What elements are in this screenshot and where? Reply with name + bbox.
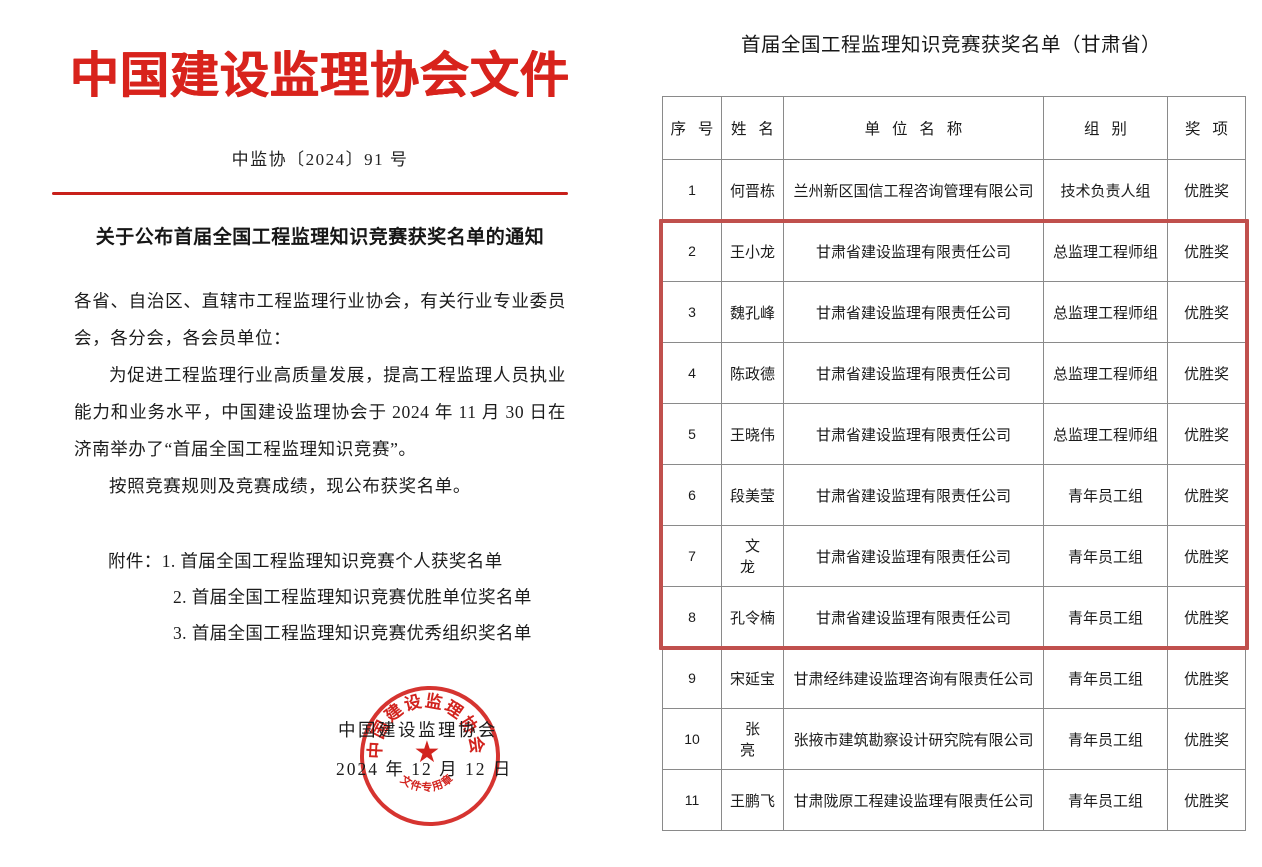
table-row: 6 段美莹 甘肃省建设监理有限责任公司 青年员工组 优胜奖 <box>662 464 1246 526</box>
column-header-name: 姓 名 <box>721 96 784 160</box>
cell-award: 优胜奖 <box>1167 342 1246 404</box>
cell-index: 6 <box>662 464 722 526</box>
award-table-body: 1 何晋栋 兰州新区国信工程咨询管理有限公司 技术负责人组 优胜奖 2 王小龙 甘肃省建设监理… <box>662 159 1246 831</box>
cell-org: 甘肃经纬建设监理咨询有限责任公司 <box>783 647 1044 709</box>
column-header-group: 组 别 <box>1043 96 1168 160</box>
cell-award: 优胜奖 <box>1167 403 1246 465</box>
cell-org: 甘肃省建设监理有限责任公司 <box>783 464 1044 526</box>
award-table-title: 首届全国工程监理知识竞赛获奖名单（甘肃省） <box>740 35 1161 56</box>
table-row: 7 文龙 甘肃省建设监理有限责任公司 青年员工组 优胜奖 <box>662 525 1246 587</box>
cell-award: 优胜奖 <box>1167 708 1246 770</box>
cell-group: 青年员工组 <box>1043 769 1168 831</box>
cell-index: 5 <box>662 403 722 465</box>
table-row: 1 何晋栋 兰州新区国信工程咨询管理有限公司 技术负责人组 优胜奖 <box>662 159 1246 221</box>
cell-index: 10 <box>662 708 722 770</box>
table-row: 10 张亮 张掖市建筑勘察设计研究院有限公司 青年员工组 优胜奖 <box>662 708 1246 770</box>
cell-index: 8 <box>662 586 722 648</box>
cell-index: 2 <box>662 220 722 282</box>
award-table: 序 号 姓 名 单 位 名 称 组 别 奖 项 1 何晋栋 兰州新区国信工程咨询管理… <box>662 96 1246 831</box>
cell-org: 甘肃省建设监理有限责任公司 <box>783 586 1044 648</box>
cell-group: 青年员工组 <box>1043 525 1168 587</box>
attachment-item-3: 3. 首届全国工程监理知识竞赛优秀组织奖名单 <box>173 623 532 643</box>
document-number: 中监协〔2024〕91 号 <box>231 150 409 169</box>
cell-org: 甘肃省建设监理有限责任公司 <box>783 342 1044 404</box>
table-header-row: 序 号 姓 名 单 位 名 称 组 别 奖 项 <box>662 96 1246 160</box>
table-row: 3 魏孔峰 甘肃省建设监理有限责任公司 总监理工程师组 优胜奖 <box>662 281 1246 343</box>
table-row: 8 孔令楠 甘肃省建设监理有限责任公司 青年员工组 优胜奖 <box>662 586 1246 648</box>
cell-org: 兰州新区国信工程咨询管理有限公司 <box>783 159 1044 221</box>
cell-org: 甘肃省建设监理有限责任公司 <box>783 220 1044 282</box>
cell-group: 总监理工程师组 <box>1043 403 1168 465</box>
cell-name: 文龙 <box>721 525 784 587</box>
table-row: 9 宋延宝 甘肃经纬建设监理咨询有限责任公司 青年员工组 优胜奖 <box>662 647 1246 709</box>
notice-paragraph-background: 为促进工程监理行业高质量发展，提高工程监理人员执业能力和业务水平，中国建设监理协… <box>74 365 566 459</box>
cell-award: 优胜奖 <box>1167 159 1246 221</box>
cell-group: 总监理工程师组 <box>1043 281 1168 343</box>
cell-org: 甘肃省建设监理有限责任公司 <box>783 403 1044 465</box>
cell-org: 甘肃省建设监理有限责任公司 <box>783 525 1044 587</box>
cell-award: 优胜奖 <box>1167 769 1246 831</box>
red-divider-line <box>52 192 568 195</box>
seal-star-icon: ★ <box>413 736 441 769</box>
cell-name: 王小龙 <box>721 220 784 282</box>
cell-group: 技术负责人组 <box>1043 159 1168 221</box>
notice-paragraph-announcement: 按照竞赛规则及竞赛成绩，现公布获奖名单。 <box>109 476 471 496</box>
cell-name: 魏孔峰 <box>721 281 784 343</box>
cell-name: 何晋栋 <box>721 159 784 221</box>
notice-title: 关于公布首届全国工程监理知识竞赛获奖名单的通知 <box>95 227 545 248</box>
table-row: 5 王晓伟 甘肃省建设监理有限责任公司 总监理工程师组 优胜奖 <box>662 403 1246 465</box>
cell-group: 青年员工组 <box>1043 647 1168 709</box>
signature-date: 2024 年 12 月 12 日 <box>336 759 513 779</box>
cell-award: 优胜奖 <box>1167 525 1246 587</box>
cell-award: 优胜奖 <box>1167 220 1246 282</box>
seal-arc-text: 中国建设监理协会 文件专用章 <box>358 684 495 821</box>
cell-award: 优胜奖 <box>1167 647 1246 709</box>
cell-group: 青年员工组 <box>1043 464 1168 526</box>
notice-body: 各省、自治区、直辖市工程监理行业协会，有关行业专业委员会，各分会，各会员单位： … <box>74 283 566 505</box>
cell-name: 王鹏飞 <box>721 769 784 831</box>
attachment-item-1: 附件：1. 首届全国工程监理知识竞赛个人获奖名单 <box>108 551 503 571</box>
cell-name: 段美莹 <box>721 464 784 526</box>
cell-index: 9 <box>662 647 722 709</box>
cell-name: 陈政德 <box>721 342 784 404</box>
cell-index: 1 <box>662 159 722 221</box>
cell-org: 甘肃陇原工程建设监理有限责任公司 <box>783 769 1044 831</box>
cell-index: 11 <box>662 769 722 831</box>
column-header-org: 单 位 名 称 <box>783 96 1044 160</box>
table-row: 2 王小龙 甘肃省建设监理有限责任公司 总监理工程师组 优胜奖 <box>662 220 1246 282</box>
cell-group: 青年员工组 <box>1043 708 1168 770</box>
cell-org: 张掖市建筑勘察设计研究院有限公司 <box>783 708 1044 770</box>
seal-and-signature: 中国建设监理协会 文件专用章 ★ 中国建设监理协会 2024 年 12 月 12… <box>330 672 590 832</box>
notice-document: 中国建设监理协会文件 中监协〔2024〕91 号 关于公布首届全国工程监理知识竞… <box>52 48 590 832</box>
document-header-title: 中国建设监理协会文件 <box>69 48 570 103</box>
cell-group: 青年员工组 <box>1043 586 1168 648</box>
cell-name: 孔令楠 <box>721 586 784 648</box>
cell-group: 总监理工程师组 <box>1043 220 1168 282</box>
attachment-item-2: 2. 首届全国工程监理知识竞赛优胜单位奖名单 <box>173 587 532 607</box>
column-header-award: 奖 项 <box>1167 96 1246 160</box>
column-header-index: 序 号 <box>662 96 722 160</box>
cell-award: 优胜奖 <box>1167 586 1246 648</box>
notice-paragraph-salutation: 各省、自治区、直辖市工程监理行业协会，有关行业专业委员会，各分会，各会员单位： <box>74 291 566 348</box>
cell-index: 3 <box>662 281 722 343</box>
cell-org: 甘肃省建设监理有限责任公司 <box>783 281 1044 343</box>
cell-index: 7 <box>662 525 722 587</box>
signature-organization: 中国建设监理协会 <box>338 720 498 740</box>
cell-name: 王晓伟 <box>721 403 784 465</box>
cell-name: 张亮 <box>721 708 784 770</box>
table-row: 4 陈政德 甘肃省建设监理有限责任公司 总监理工程师组 优胜奖 <box>662 342 1246 404</box>
cell-group: 总监理工程师组 <box>1043 342 1168 404</box>
cell-award: 优胜奖 <box>1167 464 1246 526</box>
award-list-panel: 首届全国工程监理知识竞赛获奖名单（甘肃省） 序 号 姓 名 单 位 名 称 组 … <box>640 0 1262 867</box>
cell-award: 优胜奖 <box>1167 281 1246 343</box>
attachments-list: 附件：1. 首届全国工程监理知识竞赛个人获奖名单 2. 首届全国工程监理知识竞赛… <box>108 543 578 651</box>
table-row: 11 王鹏飞 甘肃陇原工程建设监理有限责任公司 青年员工组 优胜奖 <box>662 769 1246 831</box>
cell-name: 宋延宝 <box>721 647 784 709</box>
cell-index: 4 <box>662 342 722 404</box>
